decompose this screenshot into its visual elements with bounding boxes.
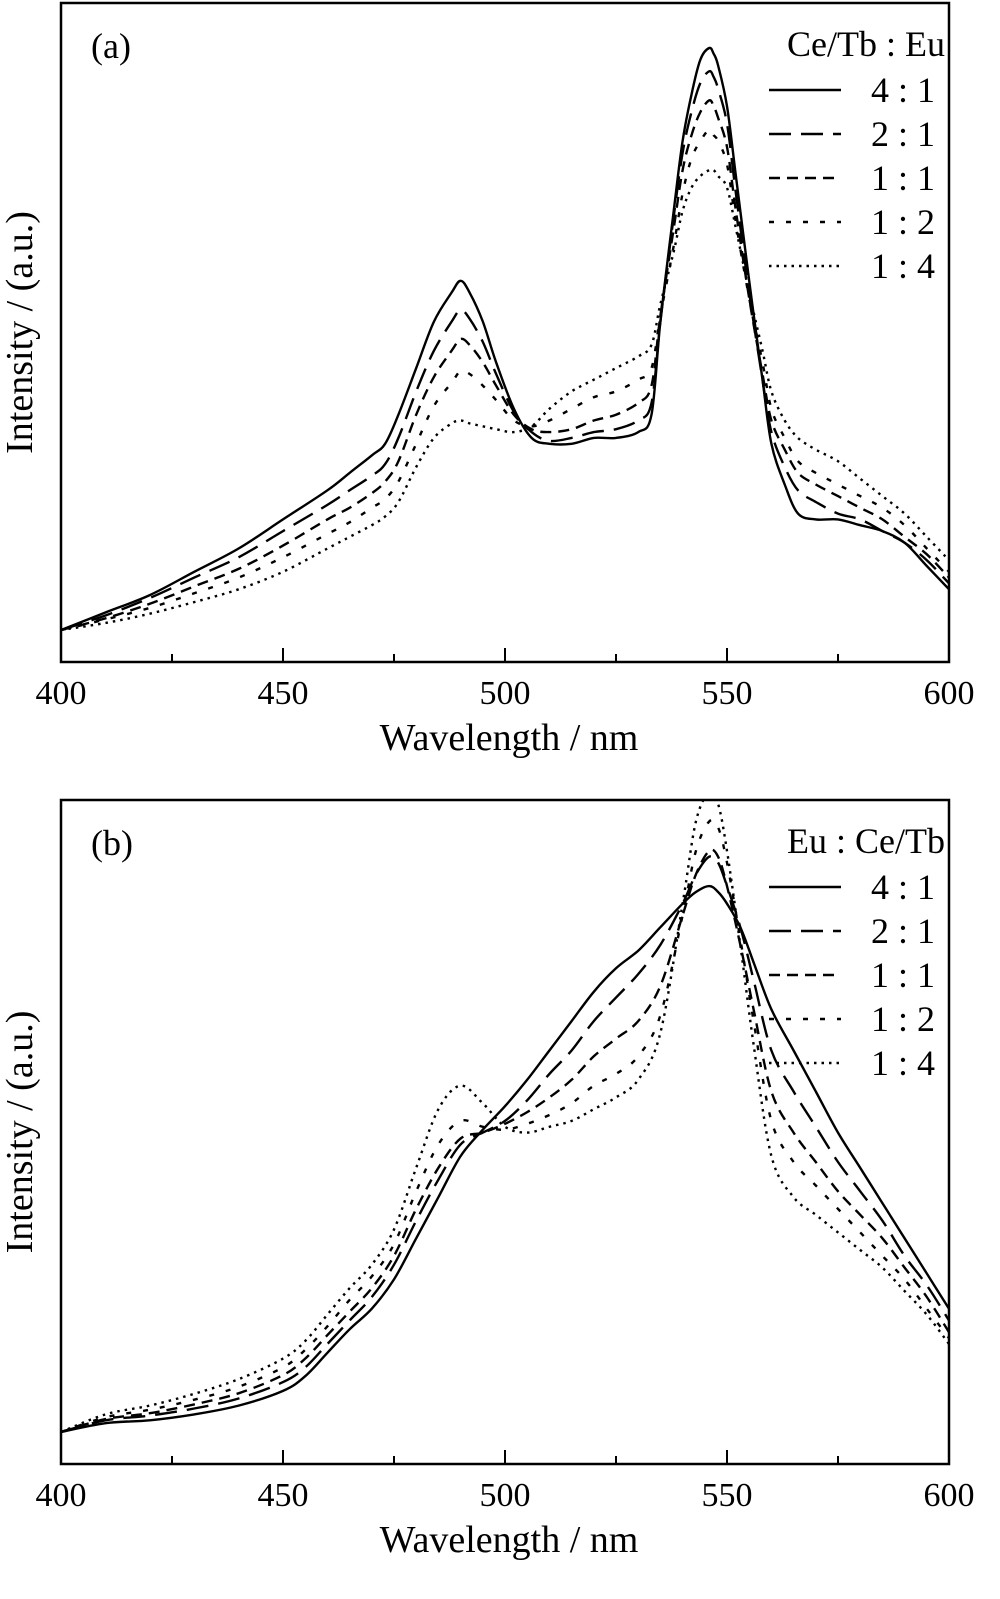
x-axis-label: Wavelength / nm	[380, 1519, 639, 1561]
legend-entry: 1 : 1	[871, 158, 935, 198]
series-line-5	[61, 800, 949, 1434]
x-tick-label: 400	[36, 675, 87, 712]
legend-entry: 4 : 1	[871, 70, 935, 110]
x-axis-label: Wavelength / nm	[380, 717, 639, 759]
x-tick-label: 550	[702, 675, 753, 712]
legend-entry: 1 : 1	[871, 955, 935, 995]
legend-title: Eu : Ce/Tb	[787, 821, 945, 861]
legend: Ce/Tb : Eu 4 : 12 : 11 : 11 : 21 : 4	[769, 24, 945, 286]
x-tick-label: 550	[702, 1477, 753, 1514]
legend-entry: 1 : 4	[871, 1043, 935, 1083]
series-line-1	[61, 884, 949, 1434]
x-tick-label: 450	[258, 675, 309, 712]
legend-entry: 1 : 4	[871, 246, 935, 286]
x-tick-label: 450	[258, 1477, 309, 1514]
series-line-4	[61, 128, 949, 632]
panel-label: (b)	[91, 823, 133, 863]
x-tick-label: 600	[924, 1477, 975, 1514]
plot-frame	[59, 798, 951, 1466]
legend-entry: 2 : 1	[871, 114, 935, 154]
x-tick-label: 600	[924, 675, 975, 712]
series-line-3	[61, 99, 949, 632]
legend-entry: 1 : 2	[871, 999, 935, 1039]
plot-frame	[59, 1, 951, 664]
x-tick-label: 400	[36, 1477, 87, 1514]
legend-entry: 2 : 1	[871, 911, 935, 951]
legend: Eu : Ce/Tb 4 : 12 : 11 : 11 : 21 : 4	[769, 821, 945, 1083]
x-tick-label: 500	[480, 675, 531, 712]
panel-label: (a)	[91, 26, 131, 66]
legend-title: Ce/Tb : Eu	[787, 24, 945, 64]
series-line-1	[61, 46, 949, 632]
x-tick-label: 500	[480, 1477, 531, 1514]
series-line-2	[61, 69, 949, 632]
y-axis-label: Intensity / (a.u.)	[0, 1011, 41, 1254]
series-line-4	[61, 818, 949, 1434]
series-line-3	[61, 848, 949, 1434]
chart-panel-b: 400 450 500 550 600 Wavelength / nm Intensity …	[0, 798, 975, 1561]
series-line-5	[61, 168, 949, 632]
chart-panel-a: 400 450 500 550 600 Wavelength / nm Intensity …	[0, 1, 975, 759]
series-line-2	[61, 854, 949, 1434]
y-axis-label: Intensity / (a.u.)	[0, 211, 41, 454]
legend-entry: 1 : 2	[871, 202, 935, 242]
legend-entry: 4 : 1	[871, 867, 935, 907]
